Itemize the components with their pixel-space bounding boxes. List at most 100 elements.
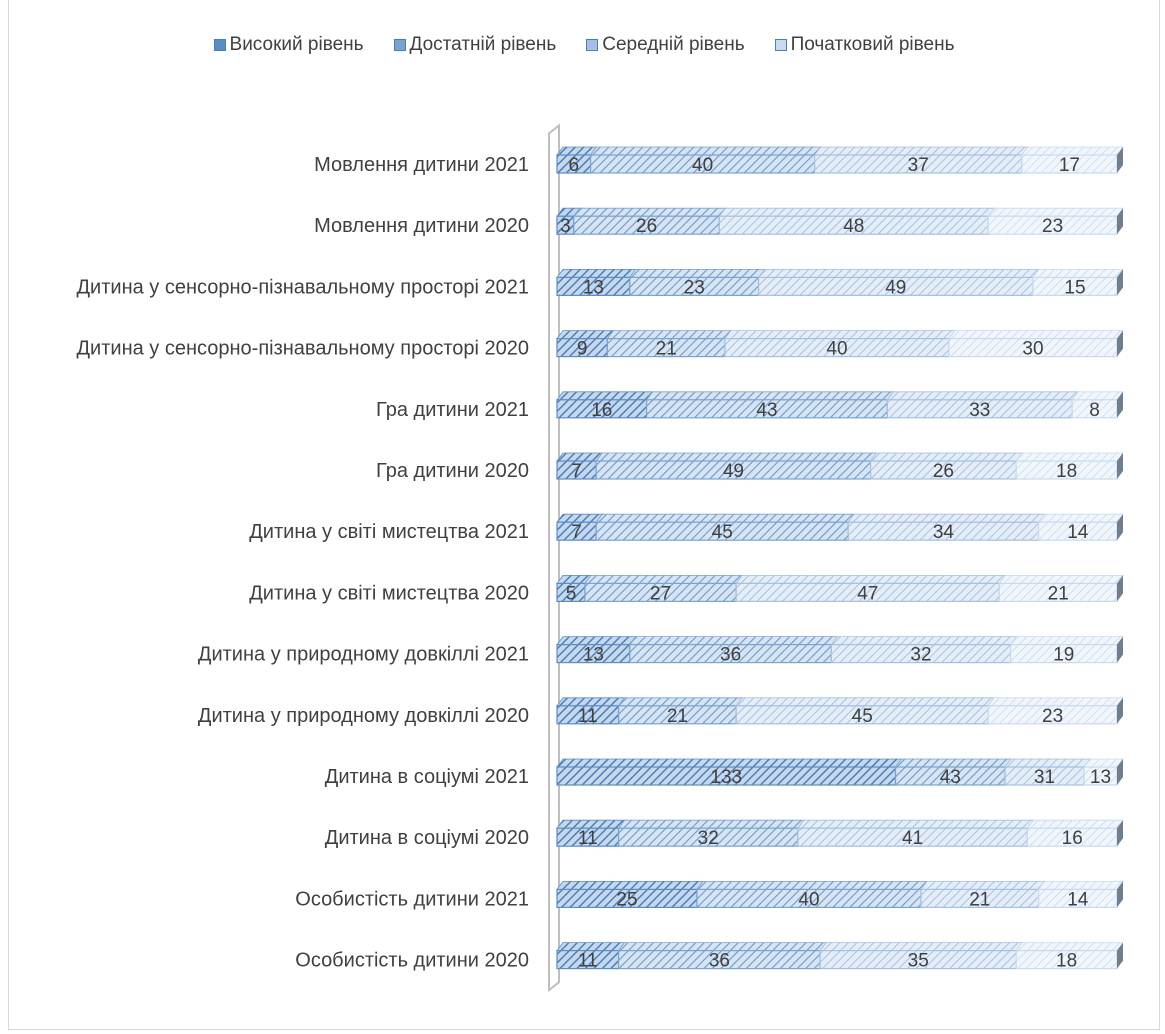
legend-swatch-sufficient	[393, 39, 406, 51]
bar-9-0: 11	[556, 697, 626, 727]
bar-end-cap-8	[1117, 636, 1123, 663]
bar-end-cap-0	[1117, 147, 1123, 173]
bar-value-label-2-1: 23	[684, 277, 705, 298]
bar-value-label-6-2: 34	[933, 522, 955, 543]
category-label-6: Дитина у світі мистецтва 2021	[249, 521, 529, 543]
bar-value-label-3-0: 9	[577, 339, 588, 360]
bar-2-0: 13	[556, 268, 637, 298]
bar-value-label-11-1: 32	[698, 828, 719, 849]
bar-2-3: 15	[1032, 268, 1124, 298]
legend-item-high: Високий рівень	[213, 34, 364, 56]
bar-value-label-3-2: 40	[826, 339, 847, 360]
legend-swatch-initial	[774, 39, 787, 51]
bar-10-0: 133	[556, 758, 903, 788]
bar-end-cap-13	[1117, 942, 1123, 969]
bar-5-1: 49	[595, 452, 878, 482]
bar-end-cap-11	[1117, 820, 1123, 847]
legend-label-sufficient: Достатній рівень	[409, 34, 557, 55]
bar-end-cap-7	[1117, 575, 1123, 602]
bar-value-label-0-1: 40	[692, 155, 713, 176]
bar-7-3: 21	[998, 575, 1124, 604]
bar-value-label-9-1: 21	[667, 706, 688, 727]
bar-value-label-13-1: 36	[709, 951, 730, 972]
bar-value-label-11-2: 41	[902, 828, 923, 849]
bar-value-label-8-2: 32	[910, 645, 931, 666]
bar-end-cap-12	[1117, 881, 1123, 908]
bar-8-0: 13	[556, 636, 637, 666]
bar-value-label-0-0: 6	[569, 155, 580, 176]
bar-value-label-8-0: 13	[583, 645, 604, 666]
bar-value-label-7-2: 47	[857, 583, 878, 604]
category-label-1: Мовлення дитини 2020	[314, 215, 529, 237]
category-label-3: Дитина у сенсорно-пізнавальному просторі…	[77, 338, 529, 360]
bar-1-1: 26	[572, 207, 727, 237]
bar-6-1: 45	[595, 513, 856, 543]
bar-9-2: 45	[735, 697, 996, 727]
bar-8-3: 19	[1009, 636, 1124, 666]
bar-value-label-1-3: 23	[1042, 216, 1063, 237]
bar-value-label-10-2: 31	[1034, 767, 1055, 788]
category-label-12: Особистість дитини 2021	[295, 888, 529, 910]
legend-label-high: Високий рівень	[229, 34, 364, 55]
bar-value-label-11-3: 16	[1062, 828, 1083, 849]
bar-13-1: 36	[617, 942, 828, 972]
legend-item-sufficient: Достатній рівень	[393, 34, 557, 56]
bar-4-1: 43	[645, 391, 895, 421]
bar-4-2: 33	[886, 391, 1079, 421]
bar-end-cap-6	[1117, 514, 1123, 541]
legend-label-medium: Середній рівень	[602, 34, 745, 55]
bar-value-label-6-1: 45	[712, 522, 733, 543]
bar-0-3: 17	[1020, 146, 1124, 176]
bar-value-label-7-0: 5	[566, 583, 577, 604]
bar-6-2: 34	[847, 513, 1046, 543]
bar-value-label-1-0: 3	[560, 216, 571, 237]
bar-11-3: 16	[1026, 819, 1124, 849]
bar-end-cap-5	[1117, 453, 1123, 479]
bar-7-1: 27	[584, 575, 744, 604]
bar-5-3: 18	[1015, 452, 1124, 482]
bar-value-label-3-1: 21	[656, 339, 677, 360]
bar-end-cap-9	[1117, 697, 1123, 724]
bar-value-label-4-3: 8	[1089, 400, 1100, 421]
bar-value-label-0-2: 37	[908, 155, 929, 176]
bar-1-3: 23	[987, 207, 1124, 237]
bar-4-3: 8	[1071, 391, 1124, 421]
bar-8-1: 36	[628, 636, 839, 666]
bar-2-2: 49	[757, 268, 1040, 298]
bar-value-label-13-2: 35	[908, 951, 929, 972]
bar-6-0: 7	[556, 513, 604, 543]
bar-value-label-12-2: 21	[969, 889, 990, 910]
bar-value-label-3-3: 30	[1022, 339, 1043, 360]
bar-5-2: 26	[869, 452, 1024, 482]
legend-item-medium: Середній рівень	[586, 34, 745, 56]
bar-10-3: 13	[1083, 758, 1124, 788]
bar-13-2: 35	[819, 942, 1024, 972]
bar-value-label-8-1: 36	[720, 645, 741, 666]
bar-value-label-13-0: 11	[578, 951, 598, 972]
bar-4-0: 16	[556, 391, 654, 421]
category-label-2: Дитина у сенсорно-пізнавальному просторі…	[77, 276, 529, 298]
category-label-5: Гра дитини 2020	[376, 460, 529, 482]
chart-frame: Високий рівень Достатній рівень Середній…	[8, 0, 1160, 1030]
bar-value-label-5-0: 7	[571, 461, 582, 482]
bar-11-1: 32	[617, 819, 805, 849]
category-labels: Мовлення дитини 2021 Мовлення дитини 2020…	[77, 154, 529, 972]
bar-3-0: 9	[556, 330, 615, 360]
legend-swatch-high	[213, 39, 226, 51]
category-label-9: Дитина у природному довкіллі 2020	[198, 705, 529, 727]
bar-end-cap-10	[1117, 759, 1123, 785]
bar-11-0: 11	[556, 819, 626, 849]
bar-end-cap-1	[1117, 208, 1123, 235]
bar-12-2: 21	[920, 881, 1046, 910]
axis-wall	[548, 123, 560, 993]
bar-end-cap-4	[1117, 391, 1123, 418]
bar-3-1: 21	[606, 330, 732, 360]
bar-9-3: 23	[987, 697, 1124, 727]
bar-end-cap-2	[1117, 269, 1123, 296]
bar-value-label-5-3: 18	[1056, 461, 1077, 482]
bar-end-cap-3	[1117, 330, 1123, 357]
bar-value-label-7-3: 21	[1048, 583, 1069, 604]
bar-value-label-12-1: 40	[798, 889, 819, 910]
bar-value-label-7-1: 27	[650, 583, 671, 604]
